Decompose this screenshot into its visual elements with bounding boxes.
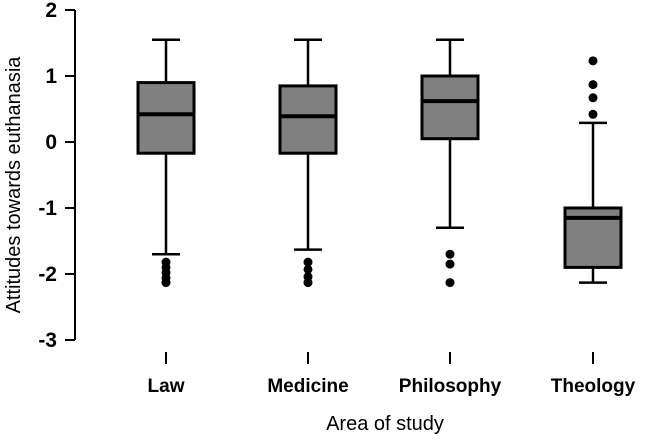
x-tick-label: Theology bbox=[551, 376, 636, 397]
outlier-point bbox=[161, 278, 171, 288]
outlier-point bbox=[588, 109, 598, 119]
box-theology bbox=[563, 56, 623, 284]
outlier-point bbox=[445, 249, 455, 259]
x-axis-title: Area of study bbox=[326, 413, 444, 435]
y-tick-label: -1 bbox=[38, 197, 57, 220]
box-philosophy bbox=[420, 38, 480, 288]
y-tick-label: 2 bbox=[45, 0, 57, 22]
outlier-point bbox=[445, 278, 455, 288]
iqr-box bbox=[278, 84, 338, 155]
y-axis-title: Attitudes towards euthanasia bbox=[3, 56, 25, 314]
x-axis: Law Medicine Philosophy Theology bbox=[148, 352, 636, 397]
outlier-point bbox=[303, 257, 313, 267]
y-tick-label: -3 bbox=[38, 329, 57, 352]
y-axis: 2 1 0 -1 -2 -3 bbox=[38, 0, 76, 352]
y-tick-label: 0 bbox=[45, 131, 57, 154]
y-tick-label: 1 bbox=[45, 65, 57, 88]
outlier-point bbox=[445, 259, 455, 269]
box-medicine bbox=[278, 38, 338, 288]
outlier-point bbox=[303, 264, 313, 274]
iqr-box bbox=[420, 74, 480, 141]
outlier-point bbox=[588, 80, 598, 90]
outlier-point bbox=[588, 56, 598, 66]
iqr-box bbox=[136, 81, 196, 155]
boxes bbox=[136, 38, 623, 288]
x-tick-label: Philosophy bbox=[399, 376, 502, 397]
y-tick-label: -2 bbox=[38, 263, 57, 286]
outlier-point bbox=[588, 93, 598, 103]
box-law bbox=[136, 38, 196, 288]
x-tick-label: Medicine bbox=[267, 376, 348, 397]
outlier-point bbox=[303, 278, 313, 288]
x-tick-label: Law bbox=[148, 376, 185, 397]
